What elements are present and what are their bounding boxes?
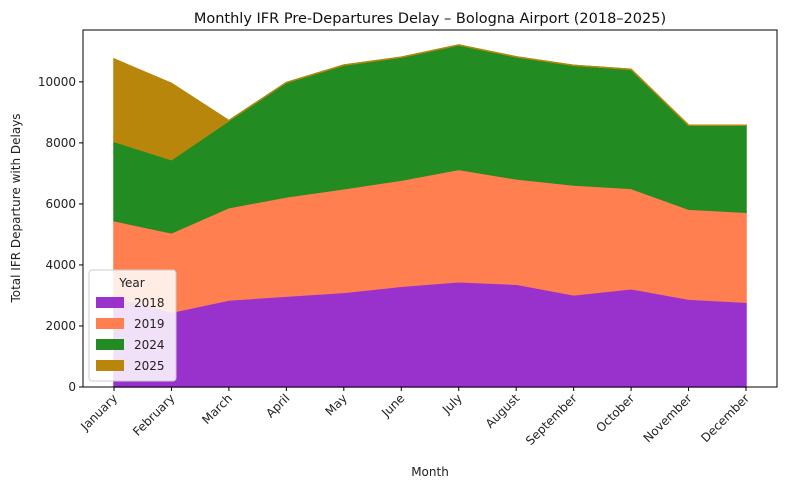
legend-label-2018: 2018 bbox=[134, 296, 165, 310]
y-axis-title: Total IFR Departure with Delays bbox=[9, 113, 23, 303]
x-tick-label: November bbox=[641, 391, 695, 445]
x-tick-label: May bbox=[322, 391, 349, 418]
x-tick-label: February bbox=[130, 391, 178, 439]
x-tick-label: January bbox=[77, 391, 120, 434]
x-tick-label: September bbox=[523, 391, 580, 448]
area-series-2025 bbox=[113, 44, 746, 161]
x-tick-label: July bbox=[439, 391, 465, 417]
y-axis: 0 2000 4000 6000 8000 10000 bbox=[38, 75, 83, 394]
legend-swatch-2019 bbox=[96, 318, 124, 329]
legend-label-2019: 2019 bbox=[134, 317, 165, 331]
x-axis: January February March April May June July Augu… bbox=[77, 387, 752, 448]
x-tick-label: August bbox=[483, 391, 523, 431]
y-tick-label: 4000 bbox=[45, 258, 76, 272]
plot-frame bbox=[82, 29, 778, 388]
x-tick-label: December bbox=[698, 391, 752, 445]
area-layers bbox=[113, 44, 747, 388]
legend-swatch-2025 bbox=[96, 360, 124, 371]
legend-label-2025: 2025 bbox=[134, 359, 165, 373]
y-tick-label: 2000 bbox=[45, 319, 76, 333]
y-tick-label: 6000 bbox=[45, 197, 76, 211]
x-tick-label: March bbox=[199, 391, 235, 427]
x-tick-label: June bbox=[378, 391, 407, 420]
legend: Year 2018 2019 2024 2025 bbox=[88, 269, 177, 382]
y-tick-label: 0 bbox=[68, 380, 76, 394]
legend-swatch-2018 bbox=[96, 297, 124, 308]
x-axis-title: Month bbox=[411, 465, 449, 479]
legend-swatch-2024 bbox=[96, 339, 124, 350]
legend-label-2024: 2024 bbox=[134, 338, 165, 352]
x-tick-label: October bbox=[593, 391, 637, 435]
y-tick-label: 10000 bbox=[38, 75, 76, 89]
y-tick-label: 8000 bbox=[45, 136, 76, 150]
x-tick-label: April bbox=[263, 391, 292, 420]
legend-title: Year bbox=[118, 276, 144, 290]
chart-title: Monthly IFR Pre-Departures Delay – Bolog… bbox=[194, 11, 666, 27]
